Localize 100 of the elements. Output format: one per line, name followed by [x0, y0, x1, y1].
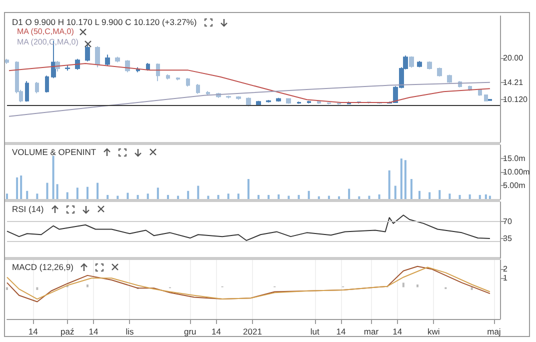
candlestick — [105, 54, 110, 66]
bar — [106, 194, 109, 199]
bar — [26, 190, 28, 199]
bar — [400, 158, 402, 199]
candlestick — [286, 98, 291, 104]
y-tick-label: 70 — [503, 216, 512, 226]
bar — [348, 188, 350, 199]
bar — [217, 194, 220, 199]
chart-title: D1 O 9.900 H 10.170 L 9.900 C 10.120 (+3.27%) — [12, 17, 197, 27]
bar — [368, 196, 370, 199]
bar — [156, 188, 159, 199]
text: MA (200,C,MA,0) — [17, 38, 79, 46]
candlestick — [5, 58, 9, 64]
bar — [484, 194, 487, 199]
y-tick-label: 14.21 — [503, 78, 524, 87]
x-tick-label: kwi — [427, 326, 440, 336]
line-series — [8, 62, 490, 104]
bar — [394, 186, 396, 199]
bar — [66, 192, 68, 199]
bar — [126, 192, 129, 199]
bar — [338, 196, 340, 199]
candlestick — [146, 62, 150, 72]
text: MA (50,C,MA,0) — [17, 27, 74, 36]
bar — [388, 170, 390, 199]
bar — [438, 190, 441, 199]
x-tick-label: lis — [126, 326, 134, 336]
bar — [76, 188, 78, 199]
x-tick-label: 14 — [88, 326, 99, 336]
x-tick-label: mar — [364, 326, 379, 336]
bar — [56, 184, 58, 199]
y-tick-label: 5.00m — [503, 181, 526, 190]
candlestick — [186, 78, 190, 88]
bar — [308, 190, 310, 199]
candlestick — [236, 96, 241, 100]
x-tick-label: 2021 — [243, 326, 262, 336]
bar — [187, 190, 190, 199]
candlestick — [45, 75, 49, 93]
candlestick — [317, 100, 321, 104]
line-series — [6, 214, 490, 241]
candlestick — [266, 100, 271, 104]
candlestick — [297, 101, 301, 104]
bar — [36, 194, 38, 199]
x-tick-label: paź — [60, 326, 74, 336]
bar — [6, 194, 8, 199]
bar — [358, 196, 360, 199]
x-tick-label: 14 — [336, 326, 346, 336]
x-tick-label: 14 — [28, 326, 38, 336]
bar — [20, 176, 22, 199]
chart-title: MACD (12,26,9) — [12, 262, 74, 272]
candlestick — [25, 80, 29, 102]
bar — [298, 194, 300, 199]
candlestick — [427, 60, 432, 70]
bar — [478, 194, 481, 199]
bar — [448, 194, 451, 199]
bar — [207, 196, 210, 199]
bar — [410, 179, 412, 199]
bar — [278, 194, 280, 199]
candlestick — [206, 90, 210, 96]
y-tick-label: 15.0m — [503, 154, 526, 163]
candlestick — [35, 81, 39, 94]
bar — [96, 182, 99, 199]
candlestick — [478, 88, 482, 96]
y-tick-label: 20.00 — [503, 54, 524, 62]
bar — [428, 192, 431, 199]
bar — [136, 194, 139, 199]
x-tick-label: gru — [184, 326, 197, 336]
bar — [318, 196, 320, 199]
y-tick-label: 1 — [503, 274, 508, 283]
candlestick — [65, 65, 70, 72]
bar — [52, 156, 54, 199]
bar — [86, 186, 88, 199]
bar — [378, 194, 380, 199]
candlestick — [484, 94, 488, 102]
y-tick-label: 10.120 — [503, 94, 528, 104]
bar — [458, 194, 461, 199]
candlestick — [417, 60, 422, 68]
bar — [328, 196, 330, 199]
bar — [268, 194, 270, 199]
x-tick-label: 14 — [212, 326, 222, 336]
candlestick — [307, 100, 311, 104]
bar — [258, 194, 260, 199]
candlestick — [95, 46, 100, 68]
line-series — [8, 82, 490, 117]
candlestick — [196, 84, 200, 94]
candlestick — [176, 76, 180, 81]
x-tick-label: lut — [310, 326, 320, 336]
bar — [468, 194, 471, 199]
candlestick — [327, 102, 331, 105]
candlestick — [276, 97, 281, 102]
x-tick-label: maj — [487, 326, 501, 336]
chart-title: VOLUME & OPENINT — [12, 147, 96, 157]
bar — [177, 196, 180, 199]
candlestick — [166, 74, 170, 80]
bar — [116, 196, 119, 199]
candlestick — [437, 67, 442, 77]
bar — [16, 177, 18, 199]
candlestick — [337, 102, 341, 106]
bar — [146, 194, 149, 199]
bar — [288, 196, 290, 199]
bar — [488, 196, 491, 199]
